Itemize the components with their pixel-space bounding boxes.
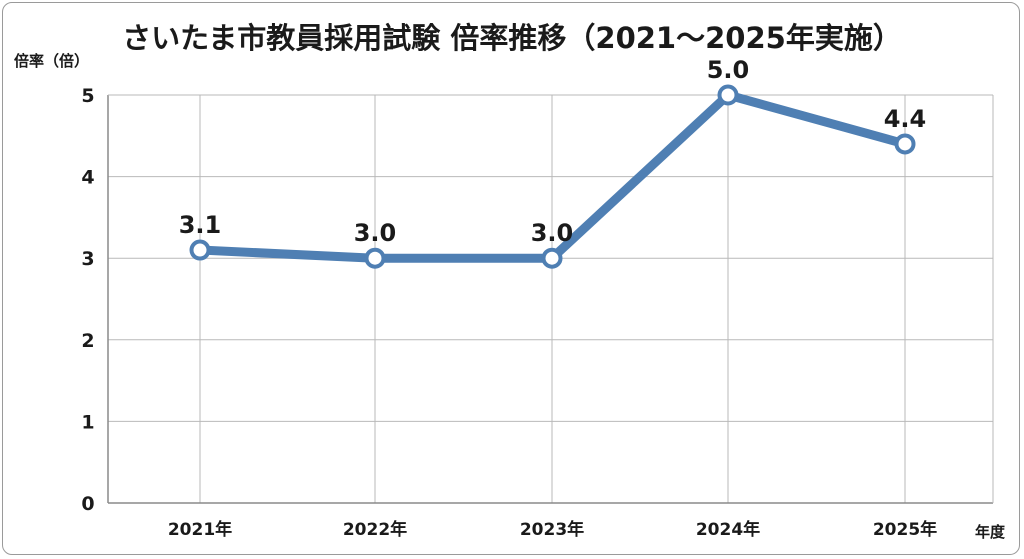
data-label: 4.4	[884, 105, 927, 133]
x-tick-label: 2021年	[168, 519, 232, 540]
data-label: 5.0	[707, 56, 750, 84]
y-tick-label: 4	[81, 167, 94, 189]
x-axis-label: 年度	[975, 523, 1006, 541]
y-tick-label: 1	[81, 411, 94, 433]
data-point	[894, 133, 916, 155]
data-point	[189, 239, 211, 261]
grid	[108, 94, 993, 503]
x-tick-label: 2024年	[696, 519, 760, 540]
data-labels: 3.1 3.0 3.0 5.0 4.4	[179, 56, 927, 247]
data-points	[189, 84, 916, 269]
data-label: 3.1	[179, 211, 222, 239]
y-tick-label: 5	[81, 85, 94, 107]
y-tick-label: 2	[81, 330, 94, 352]
y-tick-label: 3	[81, 248, 94, 270]
axes	[107, 94, 994, 504]
y-axis-label: 倍率（倍）	[14, 52, 89, 70]
x-tick-labels: 2021年 2022年 2023年 2024年 2025年	[168, 519, 937, 540]
x-tick-label: 2025年	[873, 519, 937, 540]
data-point	[717, 84, 739, 106]
x-tick-label: 2022年	[343, 519, 407, 540]
chart-title: さいたま市教員採用試験 倍率推移（2021〜2025年実施）	[122, 21, 902, 55]
data-label: 3.0	[354, 219, 397, 247]
x-tick-label: 2023年	[520, 519, 584, 540]
y-tick-labels: 0 1 2 3 4 5	[81, 85, 94, 515]
data-point	[541, 247, 563, 269]
data-point	[364, 247, 386, 269]
y-tick-label: 0	[81, 493, 94, 515]
data-label: 3.0	[531, 219, 574, 247]
